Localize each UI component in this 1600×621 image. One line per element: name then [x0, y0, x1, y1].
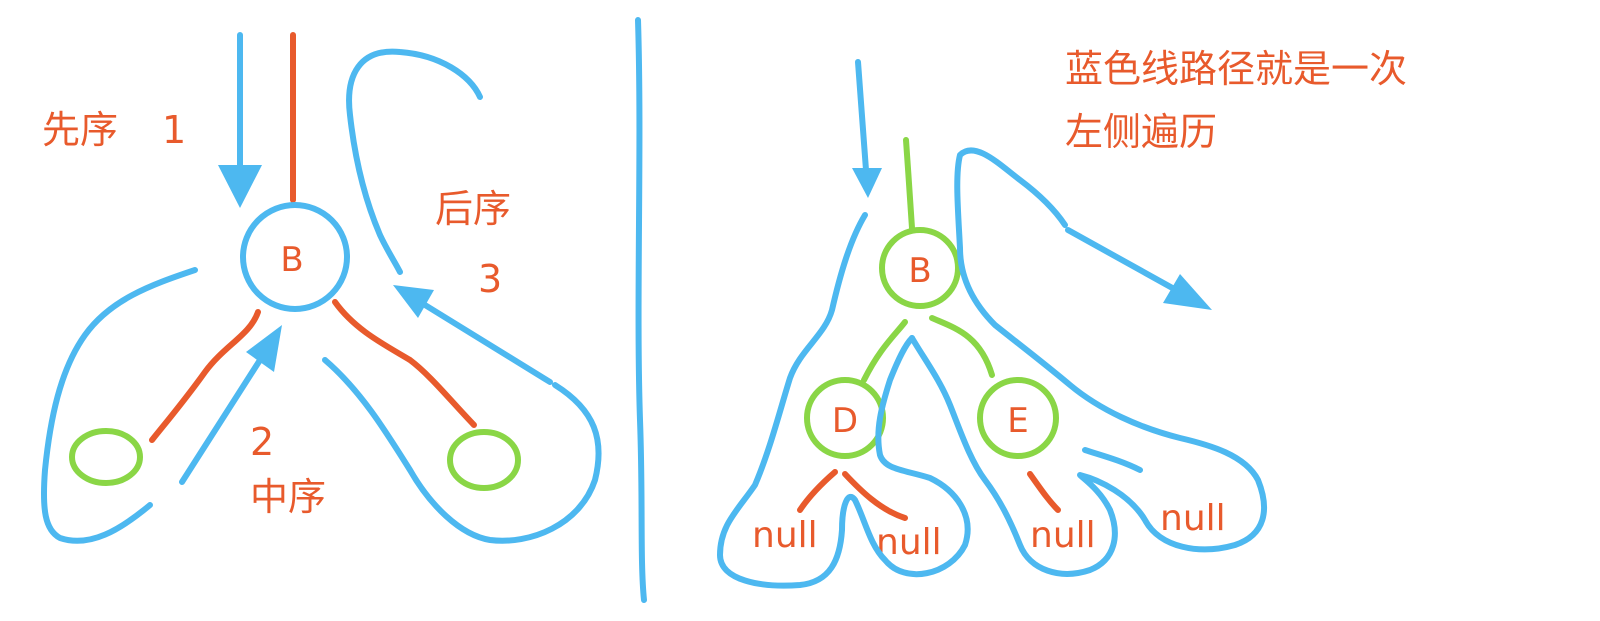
exit-arrow-head: [1163, 274, 1212, 310]
node-b: [240, 202, 350, 312]
node-e: [977, 377, 1059, 459]
null-e-right: null: [1160, 498, 1226, 539]
node-b-right-label: B: [908, 251, 931, 291]
preorder-arrow-head: [218, 165, 262, 208]
left-subtree-loop: [40, 267, 198, 544]
preorder-num: 1: [162, 108, 186, 152]
edge-d-null-left: [797, 469, 838, 513]
null-d-right: null: [876, 522, 942, 563]
edge-d-null-right: [842, 471, 908, 521]
postorder-label: 后序: [435, 187, 511, 231]
edge-b-e: [929, 315, 995, 378]
node-b-label: B: [280, 240, 303, 280]
null-d-left: null: [752, 515, 818, 556]
right-diagram: 蓝色线路径就是一次 左侧遍历 B D E null null null null: [717, 47, 1407, 589]
top-return-loop: [346, 48, 483, 275]
node-b-right: [879, 227, 961, 309]
right-leaf: [447, 429, 521, 491]
postorder-arrow-head: [393, 285, 434, 318]
caption-line-2: 左侧遍历: [1065, 110, 1217, 154]
postorder-num: 3: [478, 257, 502, 301]
left-child-edge: [149, 309, 261, 443]
entry-arrow-shaft: [855, 59, 869, 173]
divider-line: [635, 17, 647, 603]
node-d-label: D: [832, 401, 858, 441]
postorder-arrow-shaft: [422, 302, 553, 385]
caption-line-1: 蓝色线路径就是一次: [1065, 47, 1407, 91]
right-child-edge: [332, 299, 477, 428]
inorder-arrow-head: [246, 325, 282, 372]
left-diagram: B 先序 1 2 中序 后序 3: [40, 32, 602, 544]
traversal-path-spur: [1082, 447, 1143, 473]
entry-arrow-head: [852, 168, 882, 198]
exit-arrow-shaft: [1065, 227, 1188, 298]
edge-e-null-left: [1027, 471, 1061, 513]
right-subtree-loop: [322, 357, 602, 544]
traversal-path-right: [909, 147, 1267, 577]
traversal-path-left: [717, 212, 971, 589]
inorder-arrow-shaft: [179, 357, 263, 485]
edge-b-d: [861, 319, 908, 383]
left-leaf: [69, 428, 143, 486]
node-e-label: E: [1007, 401, 1028, 441]
root-parent-edge: [903, 137, 915, 231]
inorder-label: 中序: [250, 475, 326, 519]
inorder-num: 2: [250, 420, 274, 464]
preorder-label: 先序: [42, 108, 118, 152]
null-e-left: null: [1030, 515, 1096, 556]
